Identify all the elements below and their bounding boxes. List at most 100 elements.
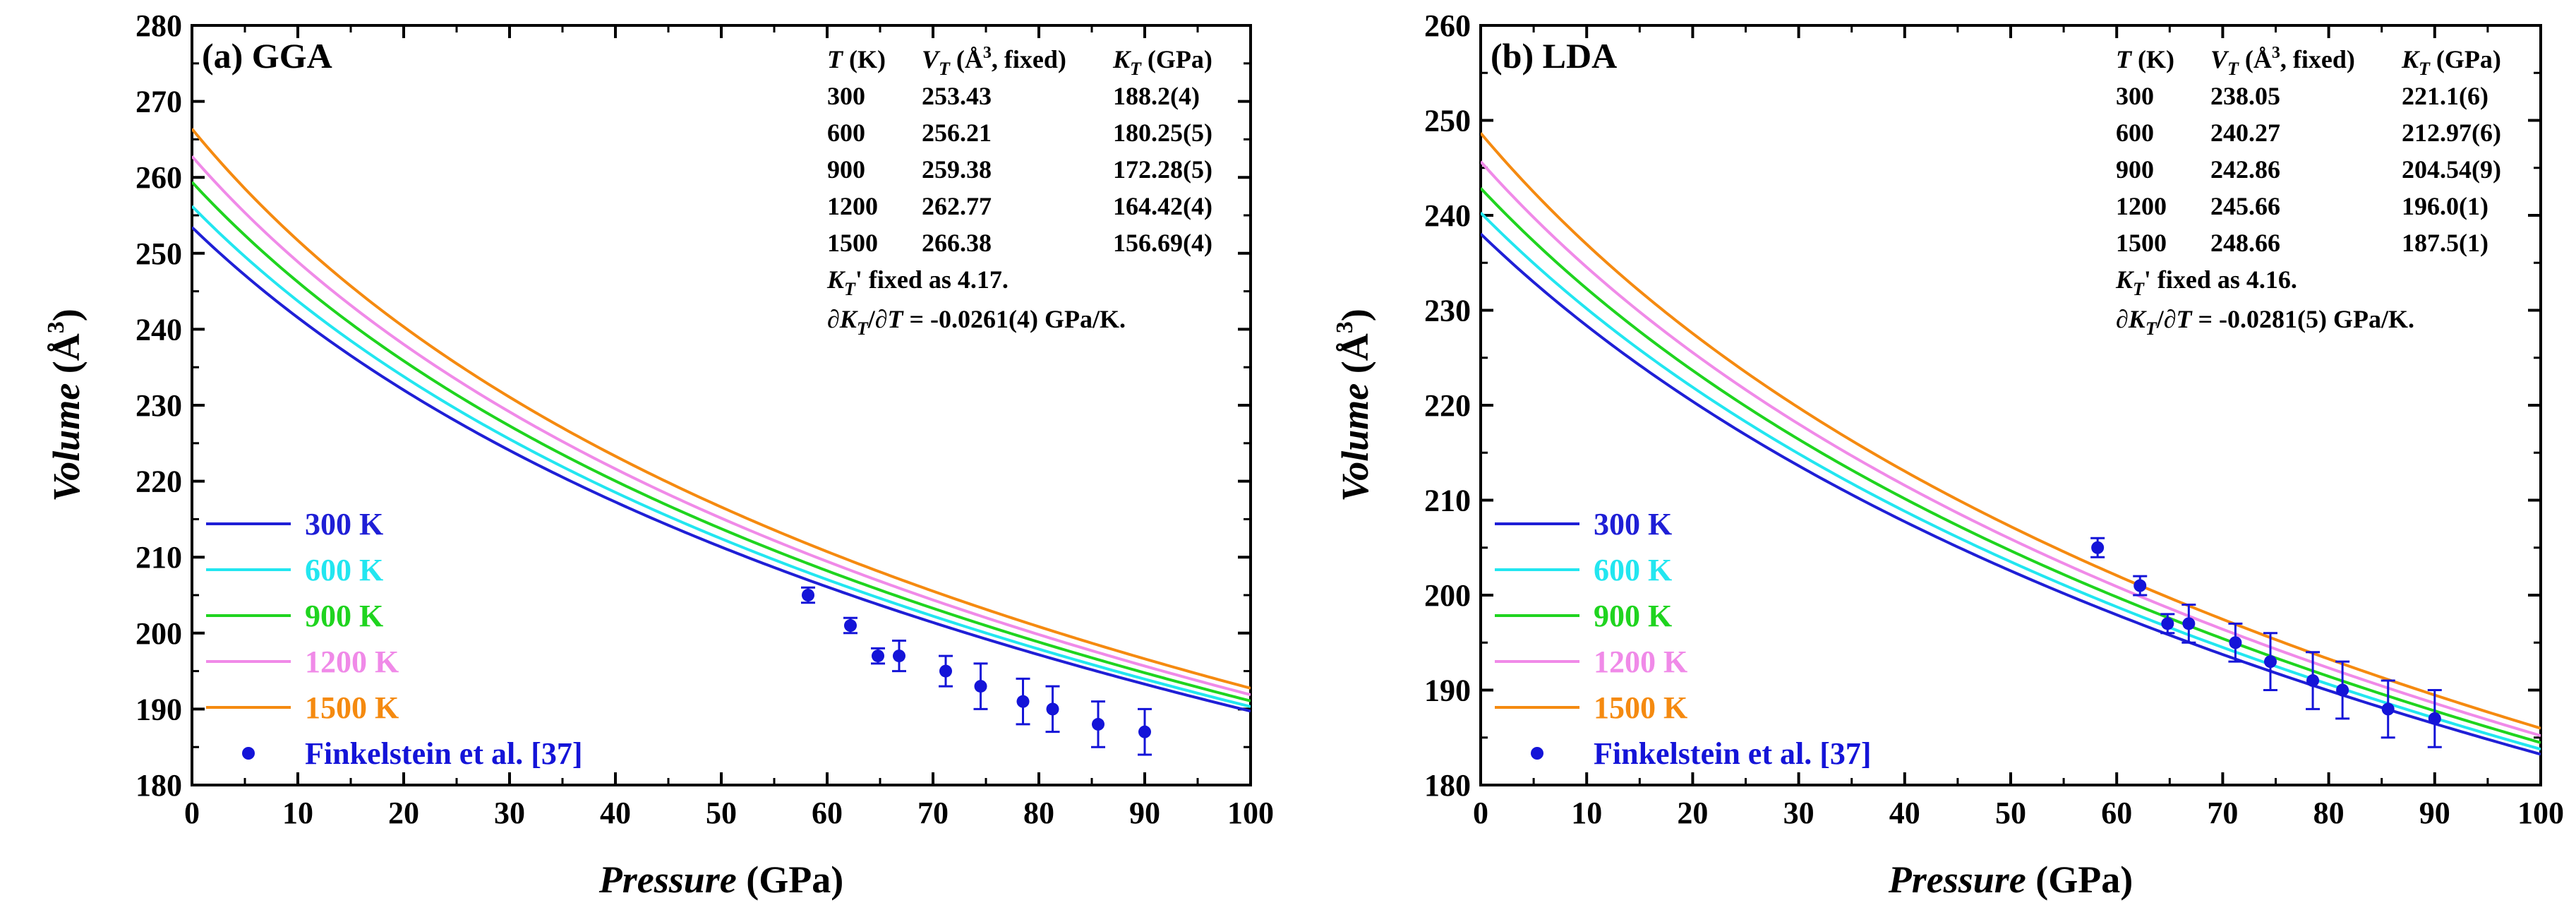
panel-b-lda-chart: 0 10 20 30 40 50 60 70 80 90 100 180 190 200 210 220 230… (1332, 8, 2564, 901)
table-cell: 253.43 (922, 82, 992, 110)
series-line-300k (1481, 232, 2541, 756)
table-cell: 240.27 (2210, 119, 2280, 147)
data-point (844, 619, 857, 633)
y-tick-label: 210 (136, 540, 182, 575)
table-header-v: VT (Å3, fixed) (922, 44, 1066, 79)
experimental-points (801, 586, 1152, 756)
table-header-k: KT (GPa) (2401, 45, 2501, 79)
table-cell: 180.25(5) (1113, 119, 1212, 147)
data-point (2161, 617, 2174, 630)
y-tick-label: 180 (1424, 768, 1471, 803)
table-cell: 187.5(1) (2402, 229, 2488, 257)
table-cell: 245.66 (2210, 192, 2280, 220)
curves (192, 128, 1251, 713)
y-tick-label: 240 (1424, 198, 1471, 233)
legend-label: Finkelstein et al. [37] (1594, 736, 1872, 771)
table-cell: 196.0(1) (2402, 192, 2488, 220)
legend-swatch-point (1531, 747, 1543, 760)
x-tick-label: 0 (184, 796, 200, 830)
legend-label: 900 K (1594, 599, 1672, 633)
x-tick-label: 100 (1227, 796, 1274, 830)
y-tick-label: 190 (1424, 673, 1471, 708)
data-point (2428, 712, 2441, 725)
table-cell: 188.2(4) (1113, 82, 1200, 110)
data-point (939, 664, 952, 678)
x-tick-label: 90 (2419, 796, 2450, 830)
y-tick-label: 220 (136, 465, 182, 499)
x-tick-label: 10 (1571, 796, 1602, 830)
series-line-600k (192, 205, 1251, 708)
table-cell: 300 (827, 82, 865, 110)
table-note-dkdt: ∂KT/∂T = -0.0261(4) GPa/K. (827, 305, 1126, 339)
data-point (2182, 617, 2196, 630)
y-tick-label: 230 (1424, 294, 1471, 328)
table-cell: 156.69(4) (1113, 229, 1212, 257)
data-point (2263, 655, 2277, 669)
panel-a-gga-chart: 0 10 20 30 40 50 60 70 80 90 100 180 190 200 210 220 230… (43, 8, 1274, 901)
table-cell: 1200 (827, 192, 878, 220)
x-axis-title: Pressure (GPa) (598, 858, 843, 901)
x-tick-label: 50 (706, 796, 737, 830)
series-line-600k (1481, 211, 2541, 751)
table-note-kprime: KT' fixed as 4.17. (826, 265, 1009, 299)
table-cell: 212.97(6) (2402, 119, 2501, 147)
x-tick-label: 60 (2101, 796, 2132, 830)
data-point (872, 649, 884, 663)
legend-label: Finkelstein et al. [37] (305, 736, 583, 771)
data-point (2381, 702, 2395, 716)
table-cell: 900 (827, 155, 865, 184)
data-point (974, 680, 987, 693)
table-note-dkdt: ∂KT/∂T = -0.0281(5) GPa/K. (2116, 305, 2414, 339)
legend-label: 1500 K (305, 690, 399, 725)
table-cell: 1200 (2116, 192, 2167, 220)
table-cell: 1500 (2116, 229, 2167, 257)
table-cell: 238.05 (2210, 82, 2280, 110)
x-tick-label: 30 (494, 796, 525, 830)
data-point (1046, 702, 1059, 716)
data-point (802, 589, 814, 601)
data-point (1092, 717, 1105, 731)
legend-label: 1500 K (1594, 690, 1687, 725)
x-tick-label: 50 (1995, 796, 2026, 830)
series-line-900k (1481, 187, 2541, 744)
legend-swatch-point (242, 747, 255, 760)
table-cell: 221.1(6) (2402, 82, 2488, 110)
table-cell: 164.42(4) (1113, 192, 1212, 220)
table-cell: 259.38 (922, 155, 992, 184)
x-tick-label: 90 (1129, 796, 1160, 830)
series-line-1200k (1481, 160, 2541, 737)
legend-label: 300 K (1594, 507, 1672, 541)
y-tick-label: 230 (136, 388, 182, 423)
series-line-1500k (192, 128, 1251, 690)
x-tick-label: 80 (2313, 796, 2345, 830)
curves (1481, 132, 2541, 756)
table-cell: 266.38 (922, 229, 992, 257)
x-tick-label: 0 (1473, 796, 1488, 830)
y-tick-label: 190 (136, 692, 182, 726)
table-cell: 600 (2116, 119, 2154, 147)
data-point (2336, 683, 2349, 697)
y-tick-label: 270 (136, 85, 182, 119)
series-line-1200k (192, 155, 1251, 697)
x-tick-label: 40 (1889, 796, 1920, 830)
y-axis-title: Volume (Å3) (43, 309, 88, 502)
x-tick-label: 30 (1783, 796, 1814, 830)
y-tick-label: 210 (1424, 484, 1471, 518)
table-cell: 600 (827, 119, 865, 147)
table-cell: 172.28(5) (1113, 155, 1212, 184)
table-cell: 262.77 (922, 192, 992, 220)
table-cell: 248.66 (2210, 229, 2280, 257)
legend-label: 600 K (1594, 553, 1672, 587)
table-cell: 242.86 (2210, 155, 2280, 184)
experimental-points (2090, 537, 2442, 748)
y-tick-label: 250 (136, 237, 182, 271)
table-header-t: T (K) (2116, 45, 2174, 73)
y-tick-label: 200 (1424, 578, 1471, 613)
table-cell: 1500 (827, 229, 878, 257)
y-tick-label: 180 (136, 768, 182, 803)
y-tick-label: 200 (136, 616, 182, 651)
data-point (1016, 695, 1030, 708)
table-header-k: KT (GPa) (1112, 45, 1212, 79)
table-header-v: VT (Å3, fixed) (2210, 44, 2355, 79)
